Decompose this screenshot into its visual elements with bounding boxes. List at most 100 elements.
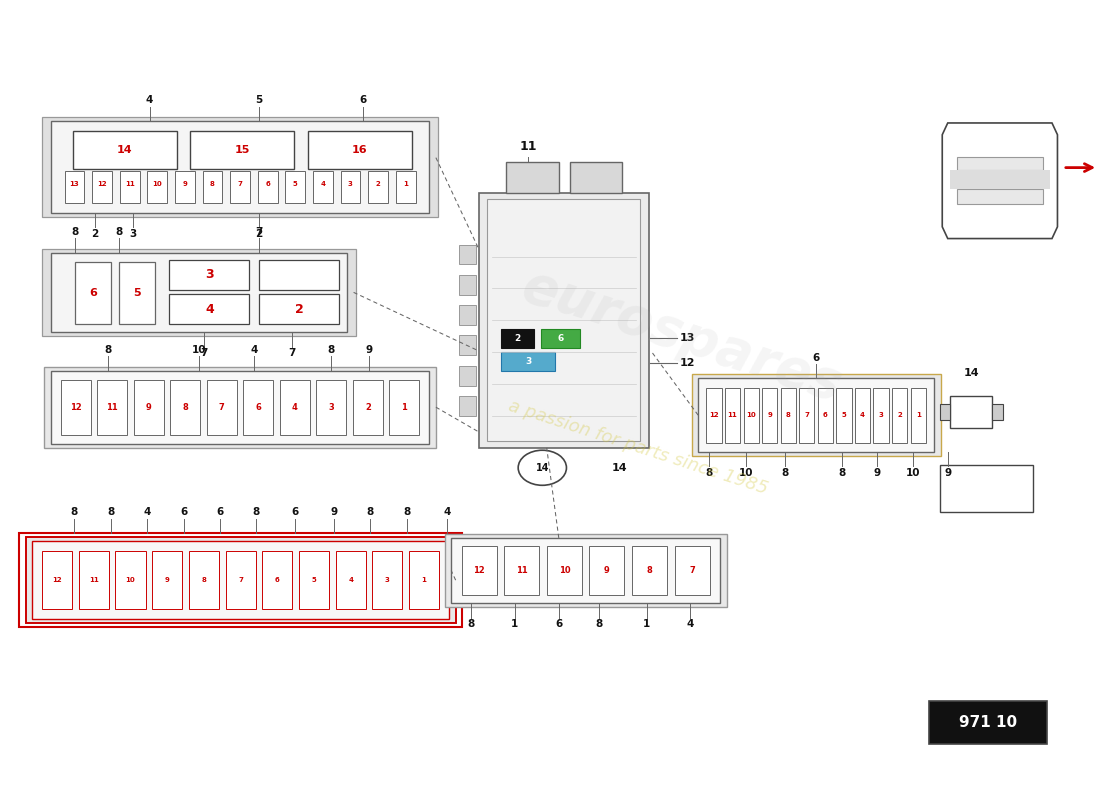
Text: 6: 6 — [265, 181, 269, 187]
Bar — [541, 329, 580, 348]
Bar — [97, 380, 128, 434]
Text: 9: 9 — [604, 566, 609, 575]
Bar — [409, 551, 439, 610]
Text: 10: 10 — [559, 566, 570, 575]
Text: 6: 6 — [216, 507, 223, 517]
Bar — [928, 701, 1047, 744]
Bar — [817, 388, 833, 442]
Text: 12: 12 — [97, 181, 107, 187]
Bar — [32, 541, 449, 619]
Text: 12: 12 — [710, 412, 718, 418]
Bar — [308, 130, 411, 169]
Text: 13: 13 — [69, 181, 79, 187]
Bar — [257, 171, 277, 203]
Text: a passion for parts since 1985: a passion for parts since 1985 — [506, 398, 770, 498]
Text: 7: 7 — [238, 577, 243, 583]
Bar — [152, 551, 183, 610]
Text: 9: 9 — [873, 468, 880, 478]
Text: 2: 2 — [295, 302, 304, 316]
Bar — [396, 171, 416, 203]
Text: 1: 1 — [512, 619, 518, 630]
Bar — [992, 404, 1003, 420]
Bar — [478, 193, 649, 448]
Text: 12: 12 — [680, 358, 695, 367]
Text: 11: 11 — [124, 181, 134, 187]
Bar — [42, 117, 438, 217]
Text: 8: 8 — [647, 566, 652, 575]
Bar — [353, 380, 383, 434]
Text: 11: 11 — [728, 412, 737, 418]
Text: 6: 6 — [180, 507, 187, 517]
Text: 2: 2 — [376, 181, 381, 187]
Text: 6: 6 — [823, 412, 827, 418]
Bar — [487, 199, 640, 442]
Text: 6: 6 — [556, 619, 562, 630]
Bar — [725, 388, 740, 442]
Text: 3: 3 — [879, 412, 883, 418]
Bar — [911, 388, 926, 442]
Bar — [314, 171, 332, 203]
Bar — [389, 380, 419, 434]
Text: 2: 2 — [514, 334, 520, 343]
Bar — [504, 546, 539, 595]
Bar — [42, 249, 355, 336]
Text: 4: 4 — [250, 345, 257, 354]
Text: 7: 7 — [238, 181, 242, 187]
Text: 8: 8 — [327, 345, 334, 354]
Text: 9: 9 — [146, 402, 152, 412]
Text: 8: 8 — [108, 507, 114, 517]
Bar — [51, 253, 347, 332]
Text: 9: 9 — [767, 412, 772, 418]
Text: 2: 2 — [898, 412, 902, 418]
Bar — [506, 162, 559, 193]
Text: 1: 1 — [642, 619, 650, 630]
Text: 8: 8 — [785, 412, 791, 418]
Text: 4: 4 — [292, 402, 298, 412]
Text: 14: 14 — [536, 462, 549, 473]
Text: 8: 8 — [201, 577, 207, 583]
Text: 6: 6 — [360, 95, 367, 105]
Text: 2: 2 — [91, 229, 98, 238]
Text: 8: 8 — [596, 619, 603, 630]
Text: 2: 2 — [365, 402, 371, 412]
Text: 14: 14 — [612, 462, 627, 473]
Text: 8: 8 — [838, 468, 846, 478]
Text: 14: 14 — [117, 145, 133, 154]
Text: 4: 4 — [205, 302, 213, 316]
Bar — [500, 352, 556, 371]
Bar — [459, 335, 476, 355]
Text: 12: 12 — [473, 566, 485, 575]
Text: 7: 7 — [219, 402, 224, 412]
Text: 3: 3 — [329, 402, 334, 412]
Text: 3: 3 — [205, 268, 213, 282]
Text: 12: 12 — [69, 402, 81, 412]
Text: 3: 3 — [385, 577, 389, 583]
Text: 5: 5 — [133, 288, 141, 298]
Bar — [341, 171, 361, 203]
Bar — [674, 546, 710, 595]
Text: 7: 7 — [804, 412, 810, 418]
Bar — [855, 388, 870, 442]
Text: 1: 1 — [404, 181, 408, 187]
Bar — [459, 366, 476, 386]
Text: 8: 8 — [70, 507, 77, 517]
Bar — [19, 533, 462, 627]
Bar — [169, 260, 250, 290]
Text: 8: 8 — [404, 507, 411, 517]
Text: 6: 6 — [89, 288, 97, 298]
Text: 4: 4 — [686, 619, 694, 630]
Text: 6: 6 — [812, 353, 820, 362]
Bar — [692, 374, 940, 456]
Bar — [51, 121, 429, 213]
Bar — [260, 260, 339, 290]
Text: 7: 7 — [255, 226, 263, 237]
Text: 3: 3 — [525, 358, 531, 366]
Bar — [459, 396, 476, 416]
Bar — [147, 171, 167, 203]
Bar — [706, 388, 722, 442]
Bar — [459, 275, 476, 294]
Text: 9: 9 — [365, 345, 373, 354]
Text: 4: 4 — [349, 577, 353, 583]
Bar — [189, 551, 219, 610]
Bar — [368, 171, 388, 203]
